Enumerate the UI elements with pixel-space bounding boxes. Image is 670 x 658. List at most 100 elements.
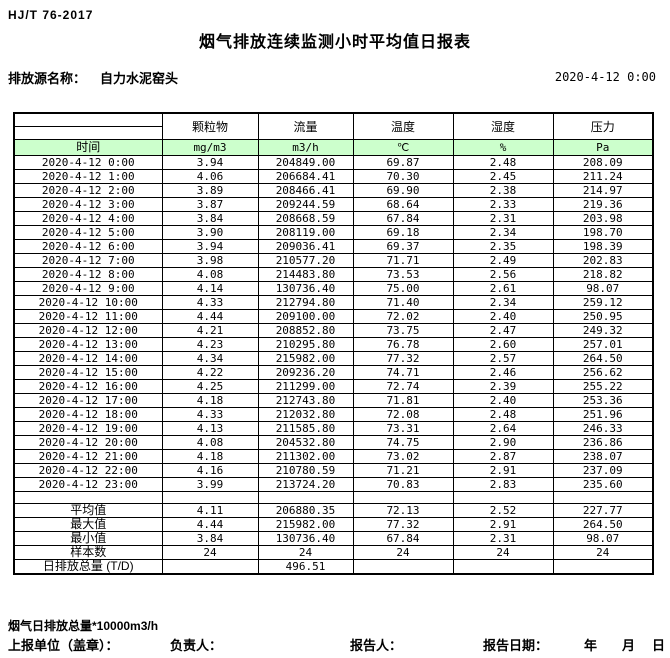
value-cell: 3.84 bbox=[161, 211, 259, 226]
value-cell: 2.48 bbox=[452, 155, 554, 170]
value-cell: 98.07 bbox=[552, 281, 654, 296]
table-row: 2020-4-12 5:00 3.90 208119.00 69.18 2.34 198.… bbox=[13, 225, 654, 240]
value-cell bbox=[552, 559, 654, 575]
value-cell: 4.11 bbox=[161, 503, 259, 518]
table-row: 2020-4-12 0:00 3.94 204849.00 69.87 2.48 208.… bbox=[13, 155, 654, 170]
time-cell: 2020-4-12 1:00 bbox=[13, 169, 163, 184]
unit-row: 时间 mg/m3 m3/h ℃ % Pa bbox=[13, 139, 654, 156]
value-cell: 209236.20 bbox=[257, 365, 354, 380]
value-cell: 68.64 bbox=[352, 197, 454, 212]
time-cell: 2020-4-12 19:00 bbox=[13, 421, 163, 436]
value-cell: 212794.80 bbox=[257, 295, 354, 310]
report-unit-label: 上报单位（盖章）： bbox=[8, 638, 119, 653]
table-row: 2020-4-12 13:00 4.23 210295.80 76.78 2.60 257… bbox=[13, 337, 654, 352]
value-cell: 202.83 bbox=[552, 253, 654, 268]
value-cell: 2.34 bbox=[452, 225, 554, 240]
time-cell: 2020-4-12 7:00 bbox=[13, 253, 163, 268]
unit-pressure: Pa bbox=[552, 139, 654, 156]
value-cell: 198.70 bbox=[552, 225, 654, 240]
value-cell: 208852.80 bbox=[257, 323, 354, 338]
value-cell: 2.91 bbox=[452, 517, 554, 532]
value-cell: 3.89 bbox=[161, 183, 259, 198]
value-cell: 214.97 bbox=[552, 183, 654, 198]
value-cell: 2.83 bbox=[452, 477, 554, 492]
value-cell: 2.38 bbox=[452, 183, 554, 198]
value-cell: 203.98 bbox=[552, 211, 654, 226]
time-cell: 2020-4-12 23:00 bbox=[13, 477, 163, 492]
table-row: 最大值 4.44 215982.00 77.32 2.91 264.50 bbox=[13, 517, 654, 532]
table-row: 2020-4-12 23:00 3.99 213724.20 70.83 2.83 235… bbox=[13, 477, 654, 492]
unit-temperature: ℃ bbox=[352, 139, 454, 156]
value-cell: 3.84 bbox=[161, 531, 259, 546]
value-cell: 210295.80 bbox=[257, 337, 354, 352]
col-header-flow: 流量 bbox=[257, 112, 354, 140]
value-cell: 2.40 bbox=[452, 393, 554, 408]
col-header-dust: 颗粒物 bbox=[161, 112, 259, 140]
value-cell: 235.60 bbox=[552, 477, 654, 492]
time-cell: 2020-4-12 11:00 bbox=[13, 309, 163, 324]
table-body: 2020-4-12 0:00 3.94 204849.00 69.87 2.48 208.… bbox=[13, 155, 654, 492]
report-datetime: 2020-4-12 0:00 bbox=[554, 70, 656, 84]
value-cell: 4.08 bbox=[161, 435, 259, 450]
value-cell: 204849.00 bbox=[257, 155, 354, 170]
value-cell: 4.06 bbox=[161, 169, 259, 184]
value-cell: 213724.20 bbox=[257, 477, 354, 492]
value-cell: 3.90 bbox=[161, 225, 259, 240]
time-cell: 2020-4-12 13:00 bbox=[13, 337, 163, 352]
table-summary: 平均值 4.11 206880.35 72.13 2.52 227.77 最大值 4.44 21… bbox=[13, 503, 654, 575]
value-cell: 75.00 bbox=[352, 281, 454, 296]
value-cell: 227.77 bbox=[552, 503, 654, 518]
value-cell: 2.40 bbox=[452, 309, 554, 324]
value-cell: 210577.20 bbox=[257, 253, 354, 268]
value-cell: 71.81 bbox=[352, 393, 454, 408]
value-cell: 4.13 bbox=[161, 421, 259, 436]
row-label-cell: 日排放总量 (T/D) bbox=[13, 559, 163, 575]
value-cell: 4.18 bbox=[161, 393, 259, 408]
value-cell: 2.31 bbox=[452, 531, 554, 546]
value-cell: 215982.00 bbox=[257, 351, 354, 366]
value-cell: 206684.41 bbox=[257, 169, 354, 184]
value-cell: 74.71 bbox=[352, 365, 454, 380]
value-cell: 2.87 bbox=[452, 449, 554, 464]
monitoring-table: 颗粒物 流量 温度 湿度 压力 时间 mg/m3 m3/h ℃ % Pa 202… bbox=[13, 112, 654, 575]
value-cell: 2.35 bbox=[452, 239, 554, 254]
time-cell: 2020-4-12 16:00 bbox=[13, 379, 163, 394]
value-cell: 208668.59 bbox=[257, 211, 354, 226]
value-cell: 2.34 bbox=[452, 295, 554, 310]
table-row: 2020-4-12 14:00 4.34 215982.00 77.32 2.57 264… bbox=[13, 351, 654, 366]
time-cell: 2020-4-12 4:00 bbox=[13, 211, 163, 226]
time-cell: 2020-4-12 18:00 bbox=[13, 407, 163, 422]
value-cell: 4.08 bbox=[161, 267, 259, 282]
emission-source-label: 排放源名称： bbox=[8, 71, 87, 86]
value-cell: 249.32 bbox=[552, 323, 654, 338]
value-cell: 264.50 bbox=[552, 351, 654, 366]
time-cell: 2020-4-12 8:00 bbox=[13, 267, 163, 282]
value-cell: 3.99 bbox=[161, 477, 259, 492]
value-cell: 4.33 bbox=[161, 407, 259, 422]
value-cell: 2.57 bbox=[452, 351, 554, 366]
table-header: 颗粒物 流量 温度 湿度 压力 时间 mg/m3 m3/h ℃ % Pa bbox=[13, 112, 654, 156]
time-cell: 2020-4-12 15:00 bbox=[13, 365, 163, 380]
table-row: 样本数 24 24 24 24 24 bbox=[13, 545, 654, 560]
value-cell: 211.24 bbox=[552, 169, 654, 184]
value-cell: 4.16 bbox=[161, 463, 259, 478]
value-cell: 4.23 bbox=[161, 337, 259, 352]
table-row: 2020-4-12 18:00 4.33 212032.80 72.08 2.48 251… bbox=[13, 407, 654, 422]
time-cell: 2020-4-12 12:00 bbox=[13, 323, 163, 338]
reporter-label: 报告人： bbox=[350, 638, 403, 653]
value-cell: 4.33 bbox=[161, 295, 259, 310]
value-cell: 2.48 bbox=[452, 407, 554, 422]
value-cell: 237.09 bbox=[552, 463, 654, 478]
value-cell: 2.60 bbox=[452, 337, 554, 352]
value-cell: 70.83 bbox=[352, 477, 454, 492]
value-cell: 208119.00 bbox=[257, 225, 354, 240]
responsible-label: 负责人： bbox=[170, 638, 223, 653]
value-cell: 4.34 bbox=[161, 351, 259, 366]
value-cell: 259.12 bbox=[552, 295, 654, 310]
table-row: 2020-4-12 17:00 4.18 212743.80 71.81 2.40 253… bbox=[13, 393, 654, 408]
table-row: 2020-4-12 22:00 4.16 210780.59 71.21 2.91 237… bbox=[13, 463, 654, 478]
col-header-pressure: 压力 bbox=[552, 112, 654, 140]
value-cell: 24 bbox=[452, 545, 554, 560]
value-cell: 211585.80 bbox=[257, 421, 354, 436]
value-cell: 70.30 bbox=[352, 169, 454, 184]
